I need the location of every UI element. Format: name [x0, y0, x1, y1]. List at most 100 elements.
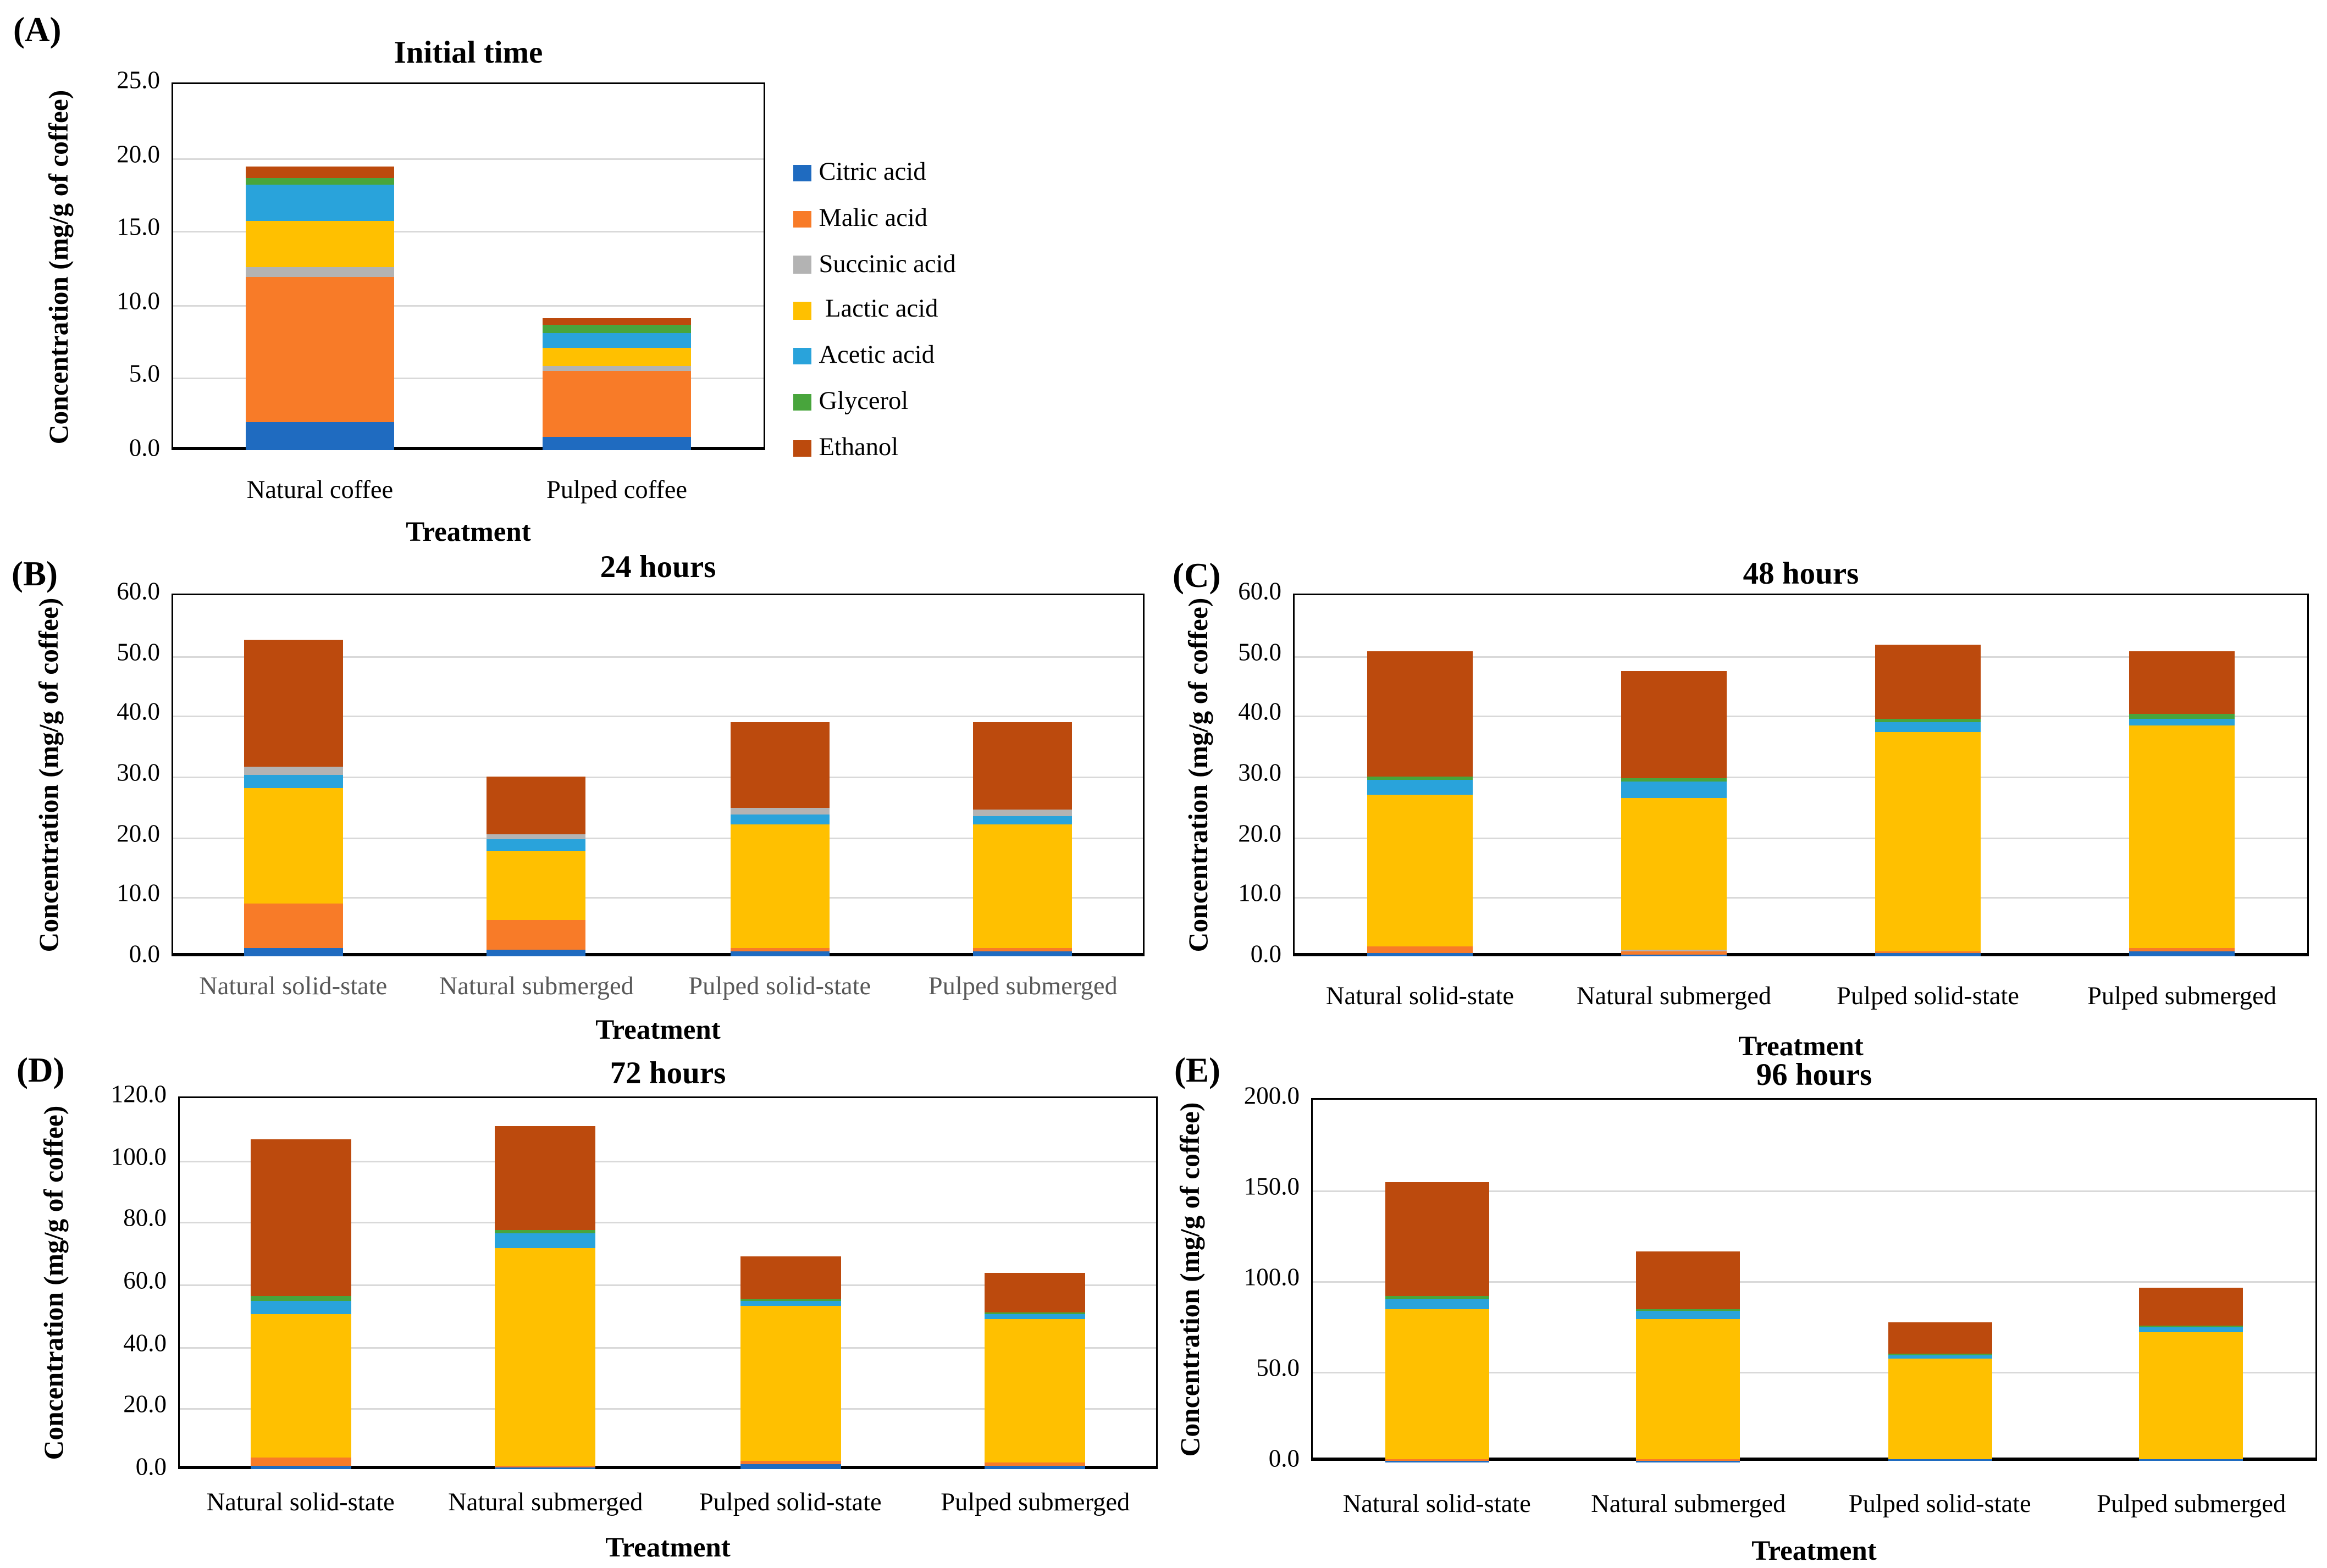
- y-tick-label: 40.0: [1238, 700, 1281, 727]
- bar-segment-citric: [740, 1464, 841, 1469]
- grid-line: [1295, 716, 2307, 718]
- bar-segment-acetic: [1637, 1311, 1740, 1320]
- chart-title: 96 hours: [1756, 1059, 1872, 1093]
- legend-label-ethanol: Ethanol: [819, 433, 899, 462]
- bar-segment-citric: [729, 950, 830, 956]
- grid-line: [1295, 777, 2307, 778]
- x-tick-label: Natural solid-state: [199, 973, 388, 1001]
- legend-item-ethanol: Ethanol: [793, 433, 898, 463]
- legend-label-citric: Citric acid: [819, 158, 926, 186]
- bar-segment-citric: [243, 948, 343, 956]
- bar-segment-malic: [495, 1466, 596, 1468]
- bar-segment-lactic: [543, 347, 691, 367]
- x-tick-label: Pulped solid-state: [699, 1489, 882, 1517]
- bar-segment-ethanol: [2130, 651, 2234, 714]
- x-tick-label: Natural submerged: [1576, 983, 1772, 1011]
- bar-pulped-submerged: [973, 723, 1073, 956]
- y-tick-label: 20.0: [117, 142, 160, 169]
- y-tick-label: 60.0: [123, 1268, 167, 1295]
- legend-swatch-lactic-icon: [793, 302, 811, 319]
- y-tick-label: 50.0: [117, 640, 160, 667]
- bar-segment-lactic: [250, 1313, 351, 1458]
- bar-segment-lactic: [1622, 797, 1726, 950]
- bar-segment-succinic: [243, 766, 343, 774]
- bar-segment-malic: [973, 948, 1073, 951]
- y-axis-title-text: Concentration (mg/g of coffee): [38, 1105, 69, 1460]
- bar-segment-glycerol: [1368, 777, 1472, 780]
- bar-segment-glycerol: [985, 1312, 1086, 1315]
- bar-natural-coffee: [246, 166, 394, 450]
- y-tick-label: 20.0: [1238, 821, 1281, 848]
- bar-segment-succinic: [487, 834, 587, 840]
- legend-swatch-malic-icon: [793, 210, 811, 228]
- bar-segment-ethanol: [1637, 1251, 1740, 1309]
- bar-segment-lactic: [740, 1306, 841, 1462]
- chart-title: 72 hours: [610, 1057, 726, 1091]
- bar-segment-lactic: [1876, 731, 1980, 951]
- bar-segment-glycerol: [1622, 778, 1726, 783]
- bar-segment-lactic: [1888, 1359, 1992, 1459]
- y-tick-label: 20.0: [117, 821, 160, 848]
- bar-segment-lactic: [246, 220, 394, 268]
- x-axis-line: [1295, 952, 2307, 955]
- grid-line: [1295, 897, 2307, 899]
- bar-segment-citric: [246, 422, 394, 450]
- bar-natural-solid-state: [1368, 651, 1472, 956]
- bar-segment-citric: [2140, 1459, 2243, 1461]
- grid-line: [1295, 655, 2307, 657]
- chart-title: Initial time: [394, 36, 543, 71]
- panel-letter-e: (E): [1174, 1050, 1220, 1090]
- panel-letter-b: (B): [12, 554, 58, 594]
- legend-label-acetic: Acetic acid: [819, 341, 935, 370]
- bar-segment-citric: [1385, 1460, 1489, 1461]
- bar-segment-succinic: [543, 366, 691, 371]
- bar-natural-solid-state: [243, 639, 343, 957]
- grid-line: [173, 777, 1143, 778]
- bar-segment-glycerol: [495, 1229, 596, 1233]
- bar-segment-glycerol: [543, 325, 691, 333]
- panel-letter-c: (C): [1173, 556, 1221, 595]
- bar-segment-acetic: [246, 185, 394, 221]
- grid-line: [173, 836, 1143, 839]
- x-tick-label: Pulped submerged: [928, 973, 1118, 1001]
- bar-segment-acetic: [1876, 722, 1980, 732]
- x-tick-label: Natural solid-state: [1325, 983, 1515, 1011]
- bar-segment-acetic: [973, 815, 1073, 825]
- legend-label-malic: Malic acid: [819, 204, 928, 232]
- bar-segment-ethanol: [243, 639, 343, 766]
- y-tick-label: 10.0: [1238, 882, 1281, 908]
- grid-line: [173, 655, 1143, 657]
- chart-title: 48 hours: [1743, 557, 1859, 592]
- x-axis-title: Treatment: [1738, 1030, 1864, 1062]
- grid-line: [1313, 1190, 2315, 1192]
- bar-pulped-submerged: [2130, 651, 2234, 956]
- bar-segment-acetic: [2130, 718, 2234, 726]
- y-tick-label: 60.0: [1238, 579, 1281, 606]
- y-tick-label: 10.0: [117, 289, 160, 315]
- bar-segment-citric: [1637, 1460, 1740, 1461]
- y-tick-label: 100.0: [110, 1144, 167, 1171]
- grid-line: [1313, 1281, 2315, 1283]
- bar-natural-submerged: [487, 776, 587, 956]
- bar-segment-malic: [1368, 946, 1472, 954]
- bar-segment-malic: [1622, 951, 1726, 955]
- y-tick-label: 50.0: [1238, 640, 1281, 667]
- x-axis-title: Treatment: [605, 1532, 731, 1563]
- bar-pulped-solid-state: [740, 1256, 841, 1469]
- legend-item-citric: Citric acid: [793, 158, 926, 188]
- y-tick-label: 120.0: [110, 1082, 167, 1109]
- legend-swatch-glycerol-icon: [793, 394, 811, 411]
- bar-segment-lactic: [1385, 1309, 1489, 1459]
- bar-segment-malic: [1876, 950, 1980, 953]
- legend-swatch-ethanol-icon: [793, 439, 811, 457]
- bar-segment-citric: [985, 1465, 1086, 1469]
- legend-swatch-citric-icon: [793, 164, 811, 182]
- legend-item-acetic: Acetic acid: [793, 342, 935, 372]
- grid-line: [180, 1222, 1156, 1224]
- bar-segment-ethanol: [1622, 670, 1726, 779]
- bar-segment-ethanol: [740, 1256, 841, 1299]
- bar-segment-acetic: [740, 1300, 841, 1306]
- y-tick-label: 15.0: [117, 215, 160, 242]
- bar-segment-malic: [250, 1458, 351, 1466]
- bar-segment-succinic: [973, 808, 1073, 816]
